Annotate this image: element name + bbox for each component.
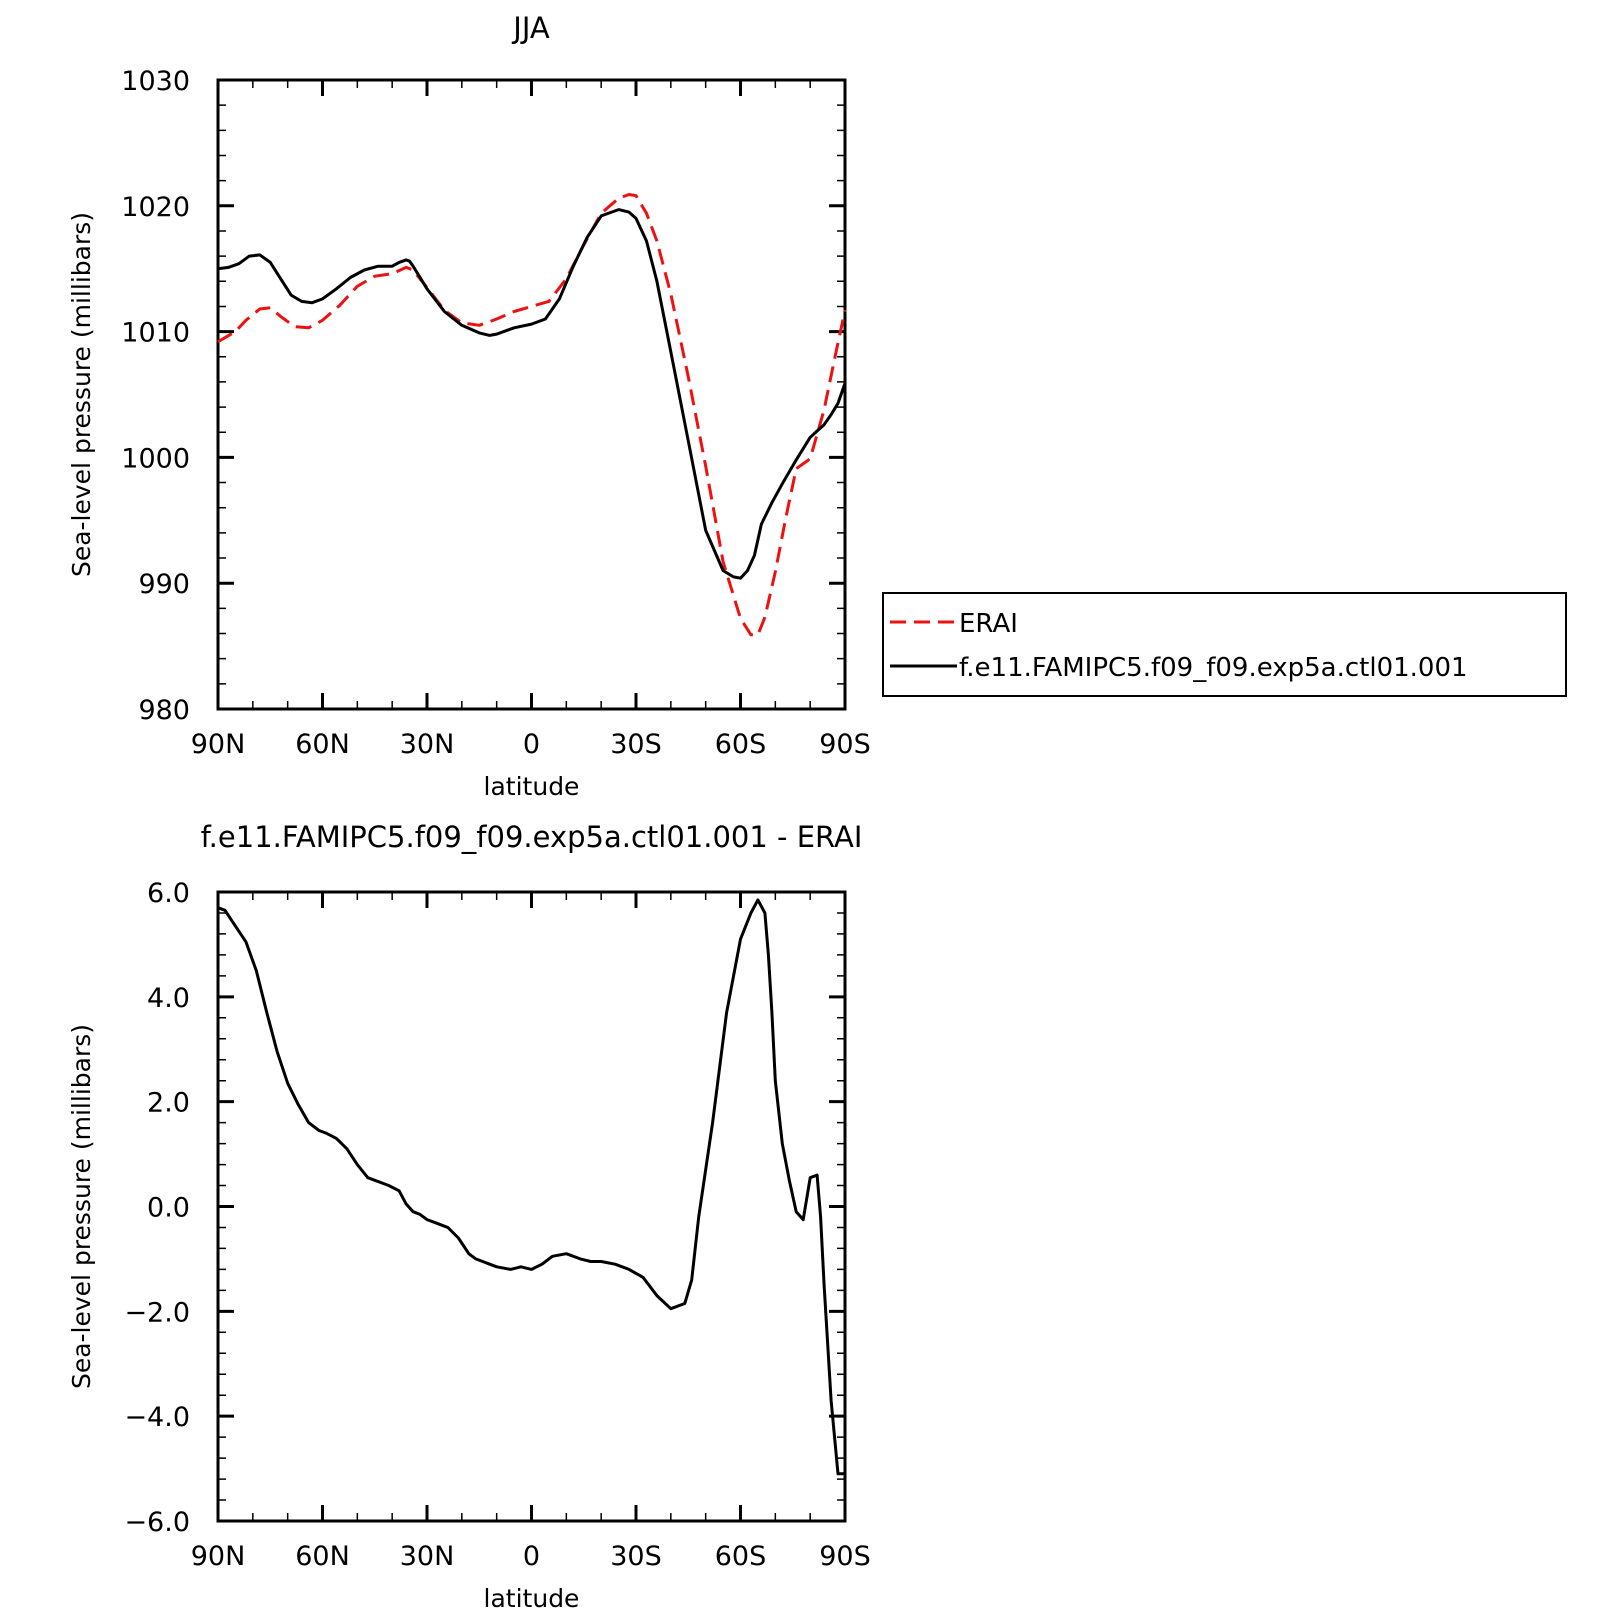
bottom-panel: f.e11.FAMIPC5.f09_f09.exp5a.ctl01.001 - … (67, 820, 871, 1613)
legend-label: f.e11.FAMIPC5.f09_f09.exp5a.ctl01.001 (959, 653, 1468, 683)
chart-title: f.e11.FAMIPC5.f09_f09.exp5a.ctl01.001 - … (201, 820, 863, 854)
minor-ticks (217, 79, 846, 710)
series-line-model (217, 208, 847, 580)
x-tick-label: 30S (610, 1541, 662, 1572)
top-panel: JJA 90N 60N 30N 0 30S 60S 90S 980 990 1000 1010 1020… (67, 11, 871, 801)
major-ticks (216, 78, 847, 711)
x-tick-label: 90S (819, 1541, 871, 1572)
x-axis-label: latitude (484, 1584, 580, 1613)
x-tick-label: 30N (400, 729, 455, 760)
legend-label: ERAI (959, 609, 1018, 639)
series-line-erai (217, 193, 847, 637)
major-ticks (216, 890, 847, 1523)
y-axis-label: Sea-level pressure (millibars) (67, 212, 96, 577)
y-tick-label: 4.0 (147, 983, 190, 1014)
legend-box (882, 592, 1567, 697)
x-tick-label: 60S (715, 729, 767, 760)
y-tick-label: 0.0 (147, 1193, 190, 1224)
y-tick-label: 6.0 (147, 878, 190, 909)
x-tick-label: 60S (715, 1541, 767, 1572)
x-tick-label: 30S (610, 729, 662, 760)
y-tick-label: −2.0 (124, 1297, 190, 1328)
y-tick-label: 1010 (121, 318, 190, 349)
x-tick-label: 60N (295, 1541, 350, 1572)
difference-line (217, 898, 845, 1476)
x-tick-label: 90N (191, 729, 246, 760)
y-tick-label: 2.0 (147, 1088, 190, 1119)
x-tick-label: 30N (400, 1541, 455, 1572)
y-axis-label: Sea-level pressure (millibars) (67, 1024, 96, 1389)
legend: ERAI f.e11.FAMIPC5.f09_f09.exp5a.ctl01.00… (882, 592, 1567, 697)
y-tick-label: 990 (138, 569, 190, 600)
y-tick-label: −4.0 (124, 1402, 190, 1433)
plot-frame (216, 78, 847, 711)
plot-frame (216, 890, 847, 1523)
y-tick-label: 980 (138, 695, 190, 726)
x-axis-label: latitude (484, 772, 580, 801)
x-tick-label: 90S (819, 729, 871, 760)
x-tick-label: 0 (523, 729, 540, 760)
x-tick-label: 60N (295, 729, 350, 760)
x-tick-label: 0 (523, 1541, 540, 1572)
minor-ticks (217, 891, 846, 1522)
y-tick-label: 1020 (121, 192, 190, 223)
y-tick-label: −6.0 (124, 1507, 190, 1538)
chart-title: JJA (511, 11, 550, 45)
y-tick-label: 1000 (121, 443, 190, 474)
x-tick-label: 90N (191, 1541, 246, 1572)
y-tick-label: 1030 (121, 66, 190, 97)
